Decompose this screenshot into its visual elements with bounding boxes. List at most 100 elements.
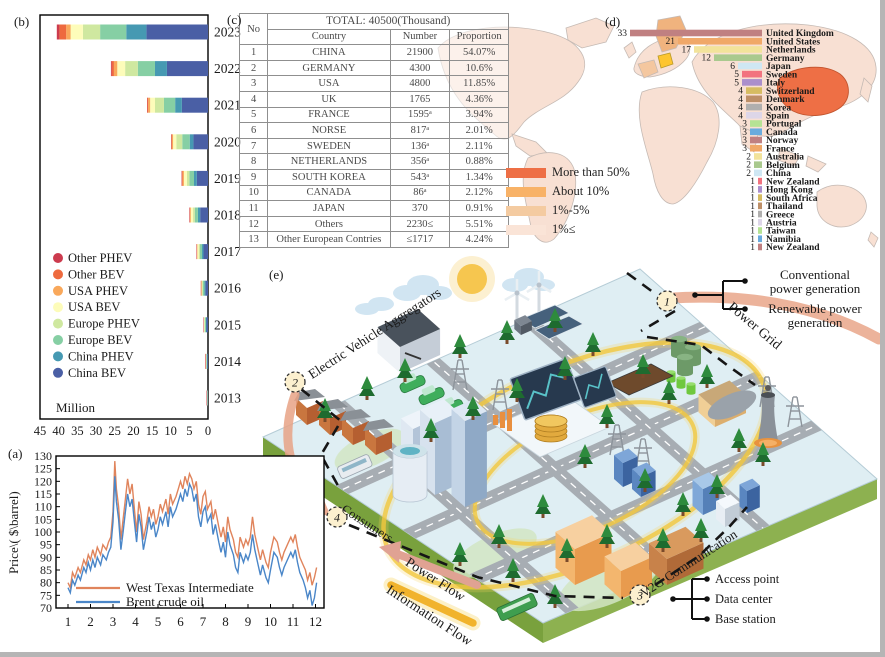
- house-roof: [363, 419, 394, 431]
- tree-icon: [755, 449, 771, 462]
- x-tick-label: 20: [127, 424, 140, 438]
- tree-icon: [577, 451, 593, 464]
- x-tick-label: 1: [65, 614, 72, 629]
- year-label: 2023: [214, 25, 241, 40]
- v2g-city-diagram: 1 2 3 4 Electric Vehicle Aggregators Pow…: [261, 256, 885, 650]
- year-label: 2013: [214, 391, 241, 406]
- tree-icon: [667, 399, 671, 404]
- panel-a-label: (a): [8, 446, 22, 461]
- aggregators-pointer: [404, 352, 422, 360]
- bar-segment: [193, 207, 195, 223]
- transmission-tower-icon: [501, 379, 508, 411]
- year-label: 2017: [214, 244, 241, 259]
- tree-icon: [429, 437, 433, 442]
- tree-icon: [657, 528, 669, 541]
- bar-segment: [193, 134, 208, 150]
- tree-icon: [361, 376, 373, 389]
- tree-icon: [397, 365, 413, 378]
- panel-e-label: (e): [269, 267, 283, 282]
- transmission-tower-icon: [609, 424, 616, 456]
- x-tick-label: 7: [200, 614, 207, 629]
- bar-segment: [176, 134, 183, 150]
- x-tick-label: 12: [309, 614, 322, 629]
- tree-icon: [635, 361, 651, 374]
- tree-icon: [511, 577, 515, 582]
- country-value: 3: [742, 144, 747, 154]
- country-name: New Zealand: [766, 177, 820, 187]
- tree-icon: [599, 411, 615, 424]
- country-name: Spain: [766, 112, 790, 122]
- tree-icon: [559, 545, 575, 558]
- tree-icon: [639, 468, 651, 481]
- legend-label: 1%≤: [552, 222, 576, 236]
- city-building: [692, 472, 720, 489]
- tank-icon: [676, 378, 686, 387]
- office-tower: [465, 411, 487, 507]
- plant-equipment: [521, 321, 532, 335]
- bar-segment: [150, 97, 155, 113]
- table-row: 6 NORSE 817ᵃ 2.01%: [238, 122, 509, 139]
- map-legend: More than 50% About 10% 1%-5% 1%≤: [506, 163, 630, 239]
- legend-label: More than 50%: [552, 165, 630, 179]
- tree-icon: [547, 315, 563, 328]
- bar-segment: [205, 317, 207, 333]
- tree-icon: [501, 320, 513, 333]
- bracket-dot: [742, 278, 748, 284]
- bar-segment: [56, 24, 60, 40]
- bar-segment: [171, 134, 172, 150]
- tree-icon: [425, 418, 437, 431]
- china-shape: [777, 66, 849, 116]
- tree-icon: [585, 339, 601, 352]
- y-tick-label: 70: [40, 601, 52, 615]
- tree-icon: [699, 371, 715, 384]
- x-tick-label: 45: [34, 424, 47, 438]
- holo-bar-chart: [507, 409, 512, 431]
- tree-icon: [693, 525, 709, 538]
- tree-icon: [423, 425, 439, 438]
- cooling-tower-icon: [758, 395, 778, 441]
- tree-icon: [663, 380, 675, 393]
- bar-segment: [70, 24, 83, 40]
- country-value: 6: [730, 62, 735, 72]
- ev-country-table: No TOTAL: 40500(Thousand) Country Number Pro…: [238, 12, 509, 248]
- city-building: [692, 479, 703, 515]
- barn-building: [698, 380, 746, 409]
- country-name: Australia: [766, 153, 804, 163]
- transmission-tower-icon: [461, 359, 468, 391]
- page-edge-bottom: [0, 652, 885, 657]
- table-row: 5 FRANCE 1595ᵃ 3.94%: [238, 106, 509, 124]
- x-tick-label: 25: [108, 424, 121, 438]
- transmission-tower-icon: [796, 396, 803, 428]
- bar-segment: [166, 61, 208, 77]
- legend-dot: [53, 302, 63, 313]
- tree-icon: [561, 538, 573, 551]
- server-building: [632, 462, 656, 477]
- country-value: 5: [734, 70, 739, 80]
- y-tick-label: 120: [34, 474, 52, 488]
- bar-segment: [202, 280, 203, 296]
- col-no: No: [238, 12, 269, 46]
- table-row: 3 USA 4800 11.85%: [238, 75, 509, 92]
- country-name: Korea: [766, 103, 791, 113]
- tree-icon: [601, 524, 613, 537]
- bar-segment: [111, 61, 114, 77]
- country-name: Austria: [766, 218, 797, 228]
- apartment-building: [575, 532, 612, 585]
- bar-segment: [171, 134, 174, 150]
- country-name: Taiwan: [766, 227, 796, 237]
- marker-1: 1: [656, 290, 678, 312]
- bar-segment: [154, 97, 164, 113]
- tree-icon: [599, 531, 615, 544]
- turbine-hub: [536, 282, 542, 288]
- power-flow-arrow: [391, 549, 481, 589]
- country-value: 3: [742, 128, 747, 138]
- marker-1-label: 1: [664, 295, 670, 309]
- tree-icon: [465, 403, 481, 416]
- country-bar: [746, 87, 762, 94]
- transmission-tower-icon: [492, 379, 499, 411]
- y-tick-label: 115: [34, 487, 52, 501]
- country-value: 4: [738, 87, 743, 97]
- country-name: Germany: [766, 54, 805, 64]
- country-bar: [750, 136, 762, 144]
